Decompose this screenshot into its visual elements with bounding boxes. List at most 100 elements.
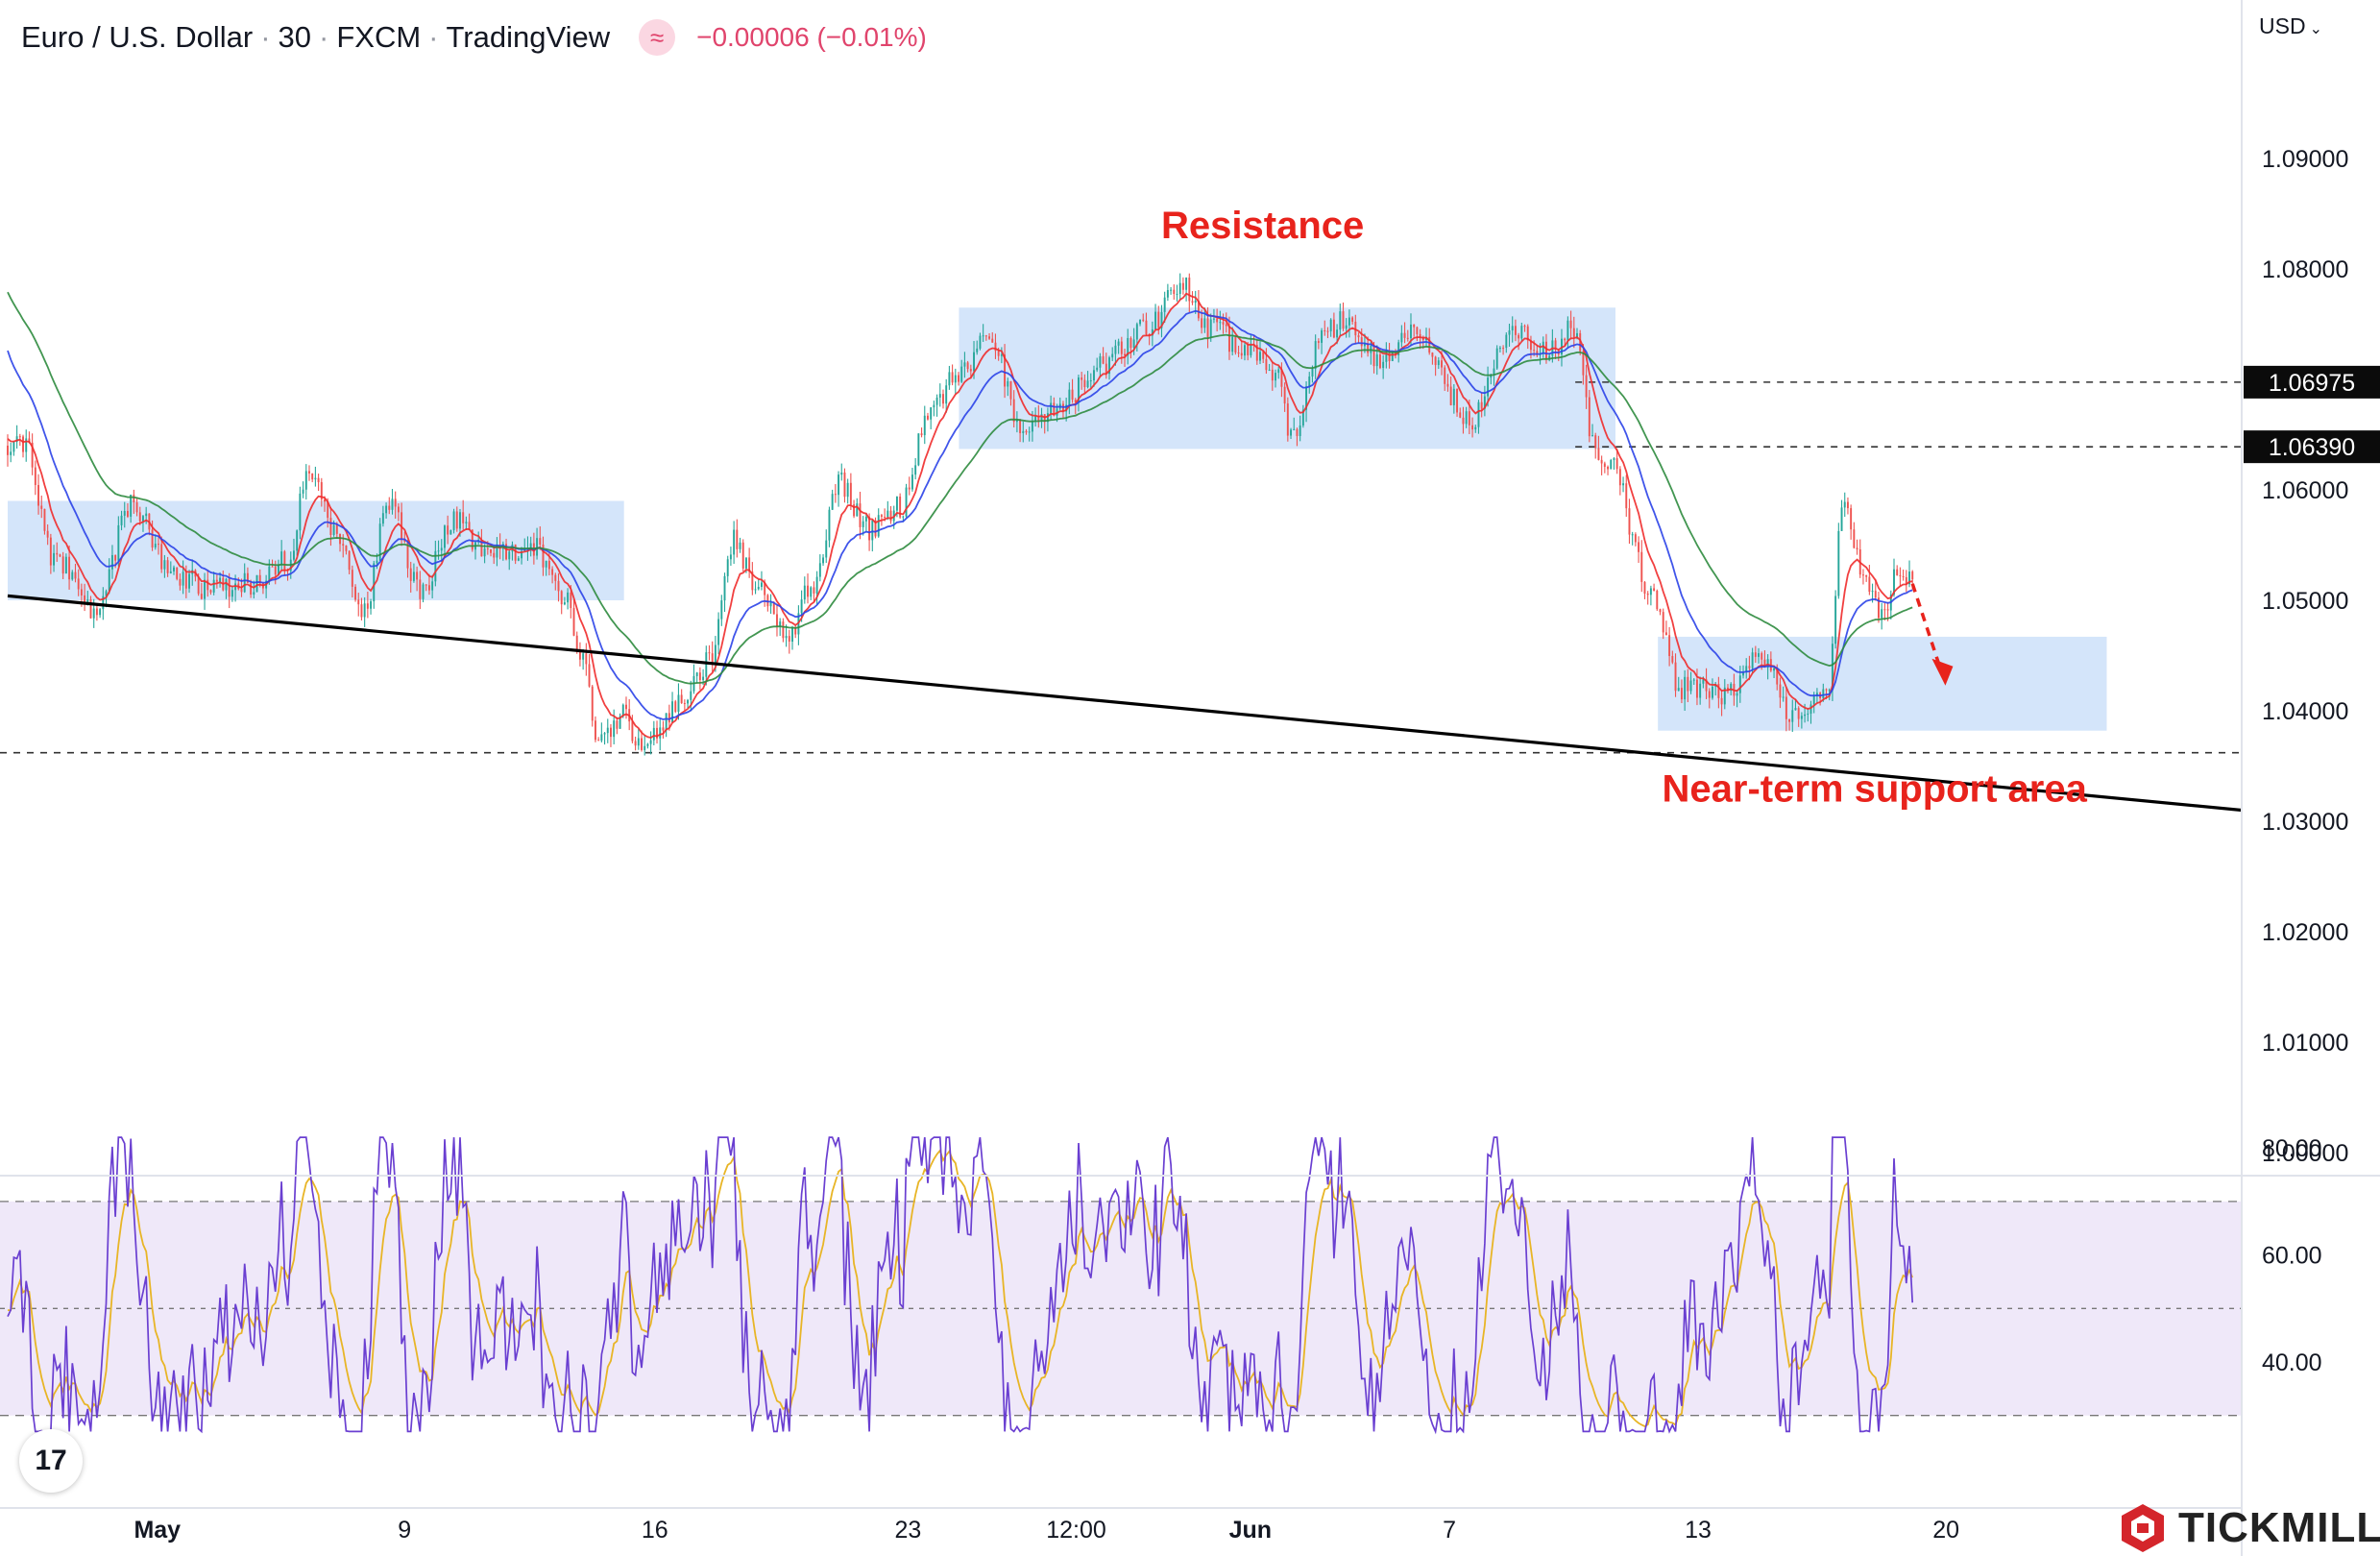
candle-body <box>1216 318 1219 323</box>
candle-body <box>490 548 492 553</box>
candle-body <box>877 515 880 537</box>
candle-body <box>960 366 963 382</box>
candle-body <box>766 595 769 607</box>
candle-body <box>268 566 271 581</box>
candle-body <box>1856 547 1858 549</box>
candle-body <box>646 743 649 746</box>
candle-body <box>1219 322 1222 324</box>
candle-body <box>1689 680 1692 692</box>
candle-body <box>729 554 732 560</box>
price-tick-label: 1.05000 <box>2262 588 2348 615</box>
candle-body <box>908 487 911 490</box>
candle-body <box>1339 311 1342 330</box>
time-tick-label: 16 <box>642 1517 668 1544</box>
candle-body <box>327 501 329 519</box>
candle-body <box>1908 571 1910 585</box>
candle-body <box>1388 353 1391 361</box>
candle-body <box>788 636 790 643</box>
candle-body <box>274 566 277 575</box>
approx-icon[interactable]: ≈ <box>639 19 676 56</box>
candle-body <box>1342 311 1345 329</box>
candle-body <box>1166 290 1169 298</box>
candle-body <box>1631 534 1634 536</box>
candle-body <box>293 550 295 560</box>
ma-line-fast <box>7 292 1913 739</box>
candle-body <box>1074 400 1077 402</box>
candle-body <box>1579 332 1582 352</box>
candle-body <box>831 494 834 510</box>
candle-body <box>1615 458 1618 470</box>
time-tick-label: 7 <box>1443 1517 1456 1544</box>
candle-body <box>739 542 741 549</box>
candle-body <box>163 560 166 570</box>
price-tick-label: 1.04000 <box>2262 698 2348 725</box>
candle-body <box>935 397 938 405</box>
candle-body <box>151 529 154 548</box>
candle-body <box>1692 679 1695 681</box>
candle-body <box>142 516 144 522</box>
candle-body <box>539 538 542 545</box>
candle-body <box>1360 337 1363 347</box>
candle-body <box>173 567 175 571</box>
candle-body <box>1618 469 1621 486</box>
candle-body <box>480 540 483 557</box>
candle-body <box>1893 569 1895 596</box>
candle-body <box>895 496 898 511</box>
annotation-support: Near-term support area <box>1663 767 2088 810</box>
candle-body <box>130 495 133 517</box>
candle-body <box>1462 417 1465 425</box>
candle-body <box>1053 402 1056 416</box>
candle-body <box>258 574 261 584</box>
candle-body <box>945 385 948 404</box>
candle-body <box>99 609 102 616</box>
tradingview-logo-icon[interactable]: 17 <box>19 1429 83 1493</box>
interval[interactable]: 30 <box>278 20 312 54</box>
candle-body <box>28 438 31 443</box>
candle-body <box>1591 435 1593 437</box>
candle-body <box>271 566 274 568</box>
symbol-name[interactable]: Euro / U.S. Dollar <box>21 20 254 54</box>
candle-body <box>1594 435 1597 449</box>
moving-averages <box>7 291 1913 739</box>
time-tick-label: May <box>134 1517 181 1544</box>
candle-body <box>1419 333 1421 337</box>
candle-body <box>1348 317 1350 326</box>
time-tick-label: 13 <box>1685 1517 1712 1544</box>
price-tick-label: 1.01000 <box>2262 1030 2348 1057</box>
price-label-text: 1.06390 <box>2269 434 2355 461</box>
candle-body <box>864 516 867 522</box>
candle-body <box>283 551 286 571</box>
candle-body <box>1280 369 1283 387</box>
candle-body <box>616 720 619 729</box>
candle-body <box>59 554 61 557</box>
candle-body <box>1480 401 1483 409</box>
candle-body <box>1308 377 1311 387</box>
candle-body <box>401 512 403 539</box>
candle-body <box>744 557 747 569</box>
candle-body <box>687 699 690 704</box>
candle-body <box>948 372 951 386</box>
candle-body <box>1441 360 1443 368</box>
candle-body <box>923 415 926 436</box>
candle-body <box>523 549 526 551</box>
candle-body <box>1837 530 1840 596</box>
candle-body <box>1203 318 1206 328</box>
candle-body <box>1502 348 1505 350</box>
candle-body <box>1378 354 1381 369</box>
candle-body <box>243 572 246 593</box>
ma-line-slow <box>7 291 1913 685</box>
candle-body <box>683 703 686 705</box>
candle-body <box>782 621 785 639</box>
candle-body <box>184 571 187 589</box>
candle-body <box>1695 679 1698 698</box>
candle-body <box>496 545 498 558</box>
candle-body <box>1397 342 1400 355</box>
candle-body <box>514 544 517 561</box>
zone-layer <box>8 307 2107 731</box>
candle-body <box>1222 322 1225 325</box>
currency-selector[interactable]: USD ⌄ <box>2259 13 2322 39</box>
candle-body <box>1089 380 1092 382</box>
candle-body <box>1385 353 1388 362</box>
candle-body <box>1638 542 1640 552</box>
